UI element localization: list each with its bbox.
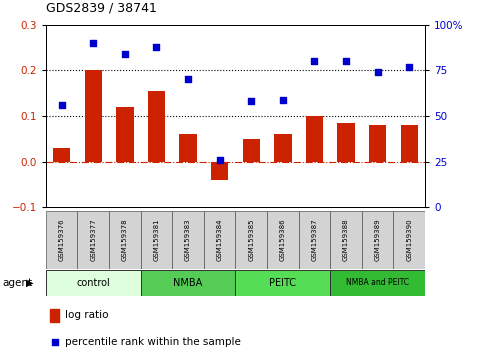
Text: log ratio: log ratio [65, 310, 109, 320]
Text: GSM159386: GSM159386 [280, 218, 286, 261]
Point [311, 58, 318, 64]
Text: GSM159381: GSM159381 [154, 218, 159, 261]
Text: GSM159376: GSM159376 [58, 218, 65, 261]
Bar [116, 107, 134, 161]
Bar [306, 116, 323, 161]
Bar [400, 125, 418, 161]
Text: agent: agent [2, 278, 32, 288]
Bar [85, 70, 102, 161]
Text: ▶: ▶ [26, 278, 33, 288]
Text: NMBA and PEITC: NMBA and PEITC [346, 278, 409, 287]
Text: GSM159377: GSM159377 [90, 218, 96, 261]
Text: GSM159385: GSM159385 [248, 218, 254, 261]
Text: GSM159389: GSM159389 [375, 218, 381, 261]
Text: GSM159388: GSM159388 [343, 218, 349, 261]
Text: GSM159387: GSM159387 [312, 218, 317, 261]
Text: GSM159384: GSM159384 [217, 218, 223, 261]
Point [216, 157, 224, 162]
Point [121, 51, 129, 57]
Point [89, 40, 97, 46]
Bar [172, 211, 204, 269]
Point [279, 97, 287, 102]
Bar [141, 270, 236, 296]
Text: GSM159378: GSM159378 [122, 218, 128, 261]
Bar [330, 211, 362, 269]
Bar [211, 161, 228, 180]
Bar [148, 91, 165, 161]
Point [342, 58, 350, 64]
Text: GSM159390: GSM159390 [406, 218, 412, 261]
Bar [337, 123, 355, 161]
Bar [109, 211, 141, 269]
Bar [50, 309, 59, 322]
Bar [204, 211, 236, 269]
Bar [141, 211, 172, 269]
Bar [46, 270, 141, 296]
Point [184, 77, 192, 82]
Point [51, 339, 58, 345]
Bar [53, 148, 71, 161]
Text: GSM159383: GSM159383 [185, 218, 191, 261]
Bar [267, 211, 298, 269]
Point [405, 64, 413, 69]
Bar [298, 211, 330, 269]
Text: percentile rank within the sample: percentile rank within the sample [65, 337, 241, 347]
Bar [369, 125, 386, 161]
Point [153, 44, 160, 50]
Text: control: control [76, 278, 110, 288]
Bar [394, 211, 425, 269]
Bar [179, 134, 197, 161]
Bar [46, 211, 77, 269]
Bar [236, 211, 267, 269]
Point [374, 69, 382, 75]
Text: NMBA: NMBA [173, 278, 203, 288]
Bar [362, 211, 394, 269]
Bar [330, 270, 425, 296]
Bar [242, 139, 260, 161]
Bar [77, 211, 109, 269]
Point [58, 102, 66, 108]
Text: GDS2839 / 38741: GDS2839 / 38741 [46, 1, 157, 14]
Bar [236, 270, 330, 296]
Point [247, 98, 255, 104]
Text: PEITC: PEITC [270, 278, 297, 288]
Bar [274, 134, 292, 161]
